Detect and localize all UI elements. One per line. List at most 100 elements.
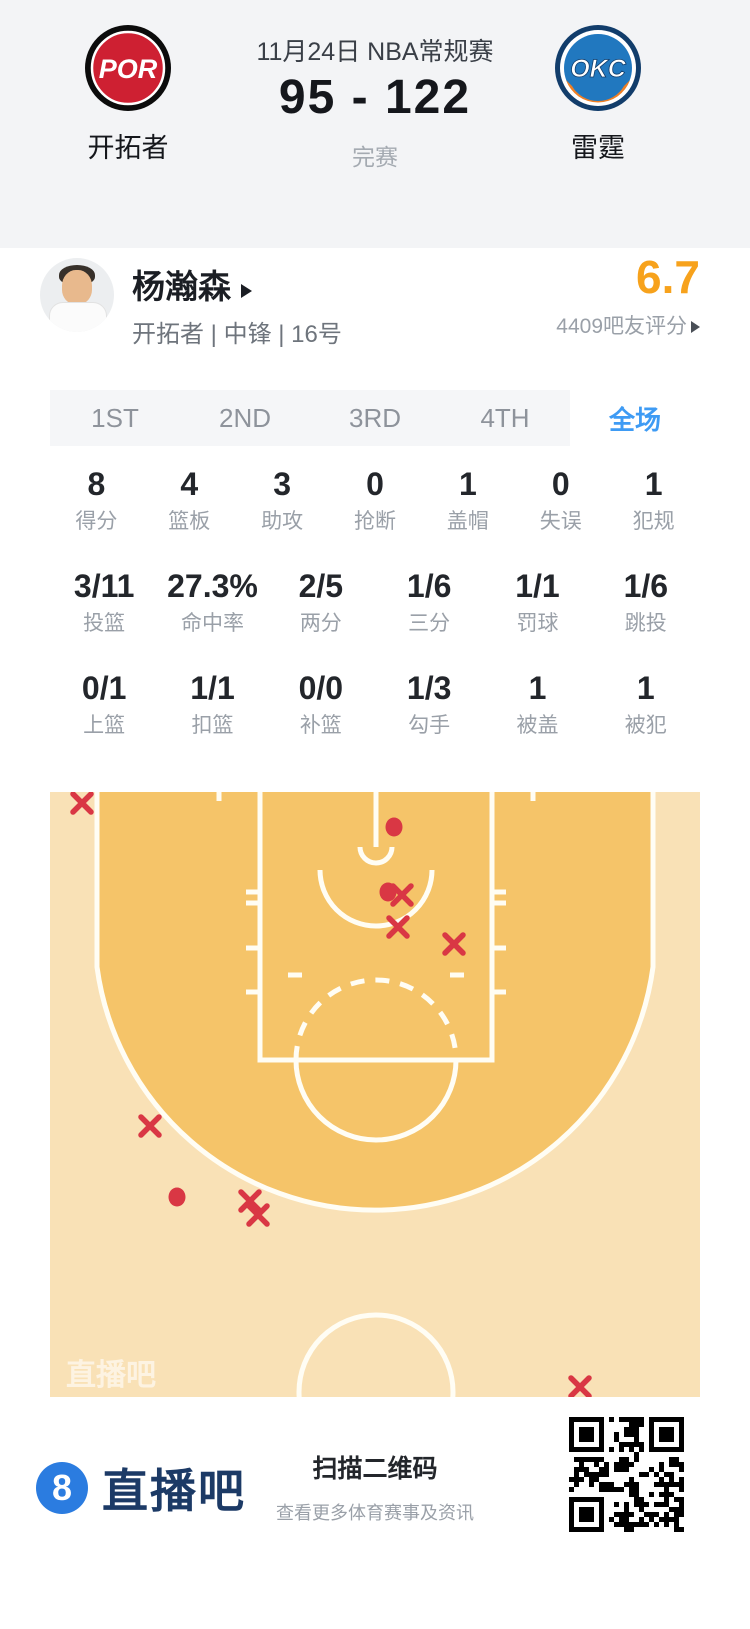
game-score: 95 - 122 <box>278 71 472 124</box>
stat-value: 0/1 <box>81 670 127 706</box>
missed-shot-marker <box>246 1203 270 1227</box>
stat-value: 8 <box>87 466 106 502</box>
stat-value: 1 <box>528 670 547 706</box>
por-logo-icon: POR <box>85 25 171 111</box>
ft-circle-dashed <box>293 977 459 1061</box>
stat-value: 1 <box>644 466 663 502</box>
qr-code <box>569 1417 684 1532</box>
period-tabs: 1ST 2ND 3RD 4TH 全场 <box>50 390 700 446</box>
okc-logo-icon: OKC <box>555 25 641 111</box>
stat-扣篮: 1/1 扣篮 <box>158 666 266 742</box>
stat-抢断: 0 抢断 <box>329 462 422 538</box>
missed-shot-marker <box>238 1189 262 1213</box>
zhibo8-logo-icon: 8 <box>36 1462 88 1514</box>
stat-value: 1/6 <box>623 568 669 604</box>
stat-命中率: 27.3% 命中率 <box>158 564 266 640</box>
stat-value: 0/0 <box>298 670 344 706</box>
stat-value: 3/11 <box>73 568 135 604</box>
stat-value: 1 <box>458 466 477 502</box>
stat-label: 被犯 <box>624 714 667 737</box>
made-shot-marker <box>168 1187 186 1207</box>
player-rating: 6.7 <box>636 251 700 303</box>
paint-lane <box>257 792 495 1063</box>
stats-section: 8 得分 4 篮板 3 助攻 0 抢断 1 盖帽 0 失误 1 犯规 3/11 投篮 27.3% 命中率 2/5 两分… <box>50 462 700 768</box>
tab-4TH[interactable]: 4TH <box>480 402 530 433</box>
avatar-jersey <box>49 302 107 332</box>
stat-label: 上篮 <box>83 714 126 737</box>
stat-label: 跳投 <box>624 612 667 635</box>
stat-row-3: 0/1 上篮 1/1 扣篮 0/0 补篮 1/3 勾手 1 被盖 1 被犯 <box>50 666 700 742</box>
scan-block: 扫描二维码 查看更多体育赛事及资讯 <box>0 1449 750 1525</box>
stat-上篮: 0/1 上篮 <box>50 666 158 742</box>
stat-label: 两分 <box>299 612 342 635</box>
rim-arc <box>357 846 395 866</box>
player-rating-count[interactable]: 4409吧友评分 <box>556 310 700 340</box>
stat-三分: 1/6 三分 <box>375 564 483 640</box>
tab-1ST[interactable]: 1ST <box>91 402 139 433</box>
stat-label: 命中率 <box>180 612 244 635</box>
tab-全场[interactable]: 全场 <box>570 390 700 446</box>
scan-title: 扫描二维码 <box>312 1455 438 1483</box>
stat-被犯: 1 被犯 <box>592 666 700 742</box>
stat-盖帽: 1 盖帽 <box>421 462 514 538</box>
stat-value: 3 <box>273 466 292 502</box>
stat-value: 1/1 <box>515 568 560 604</box>
game-status: 完赛 <box>352 144 398 170</box>
stat-助攻: 3 助攻 <box>236 462 329 538</box>
stat-label: 扣篮 <box>191 714 234 737</box>
stat-row-1: 8 得分 4 篮板 3 助攻 0 抢断 1 盖帽 0 失误 1 犯规 <box>50 462 700 538</box>
rating-caret-icon <box>691 321 700 333</box>
missed-shot-marker <box>390 883 414 907</box>
stat-value: 1/6 <box>406 568 452 604</box>
stat-label: 被盖 <box>516 714 559 737</box>
player-card: 杨瀚森 开拓者 | 中锋 | 16号 6.7 4409吧友评分 <box>0 248 750 378</box>
stat-得分: 8 得分 <box>50 462 143 538</box>
player-avatar[interactable] <box>40 258 114 332</box>
stat-value: 0 <box>366 466 384 502</box>
stat-value: 1/1 <box>190 670 235 706</box>
game-date: 11月24日 NBA常规赛 <box>256 38 494 66</box>
stat-label: 盖帽 <box>446 510 489 533</box>
footer-brand[interactable]: 8 直播吧 <box>36 1455 246 1521</box>
stat-value: 27.3% <box>167 568 258 604</box>
tab-2ND[interactable]: 2ND <box>218 402 271 433</box>
stat-两分: 2/5 两分 <box>267 564 375 640</box>
stat-value: 2/5 <box>298 568 344 604</box>
player-name[interactable]: 杨瀚森 <box>132 260 252 308</box>
lane-hash-marks <box>246 889 506 995</box>
ft-circle-solid <box>293 1059 459 1143</box>
game-header: 11月24日 NBA常规赛 95 - 122 完赛 POR 开拓者 OKC 雷霆 <box>0 0 750 248</box>
stat-投篮: 3/11 投篮 <box>50 564 158 640</box>
stat-label: 失误 <box>539 510 582 533</box>
stat-跳投: 1/6 跳投 <box>592 564 700 640</box>
stat-value: 4 <box>180 466 199 502</box>
stat-补篮: 0/0 补篮 <box>267 666 375 742</box>
stat-label: 犯规 <box>632 510 675 533</box>
svg-text:OKC: OKC <box>570 55 627 83</box>
stat-value: 1/3 <box>406 670 452 706</box>
stat-row-2: 3/11 投篮 27.3% 命中率 2/5 两分 1/6 三分 1/1 罚球 1/6 跳投 <box>50 564 700 640</box>
team-home[interactable]: POR 开拓者 <box>38 24 218 165</box>
missed-shot-marker <box>138 1114 162 1138</box>
player-info: 开拓者 | 中锋 | 16号 <box>132 321 342 348</box>
stat-label: 补篮 <box>299 714 342 737</box>
stat-篮板: 4 篮板 <box>143 462 236 538</box>
team-away[interactable]: OKC 雷霆 <box>508 24 688 165</box>
tab-3RD[interactable]: 3RD <box>348 402 401 433</box>
stat-value: 1 <box>636 670 655 706</box>
missed-shot-marker <box>442 932 466 956</box>
three-point-line <box>94 792 656 1213</box>
missed-shot-marker <box>70 792 94 815</box>
made-shot-marker <box>385 817 403 837</box>
stat-罚球: 1/1 罚球 <box>483 564 591 640</box>
stat-label: 抢断 <box>354 510 396 533</box>
court-watermark: 直播吧 <box>66 1359 156 1392</box>
avatar-head <box>62 270 92 304</box>
missed-shot-marker <box>386 915 410 939</box>
court-inside-area <box>97 792 653 1211</box>
team-away-name: 雷霆 <box>571 133 625 163</box>
stat-value: 0 <box>551 466 570 502</box>
missed-shot-marker <box>568 1375 592 1397</box>
footer-brand-text: 直播吧 <box>102 1465 246 1517</box>
